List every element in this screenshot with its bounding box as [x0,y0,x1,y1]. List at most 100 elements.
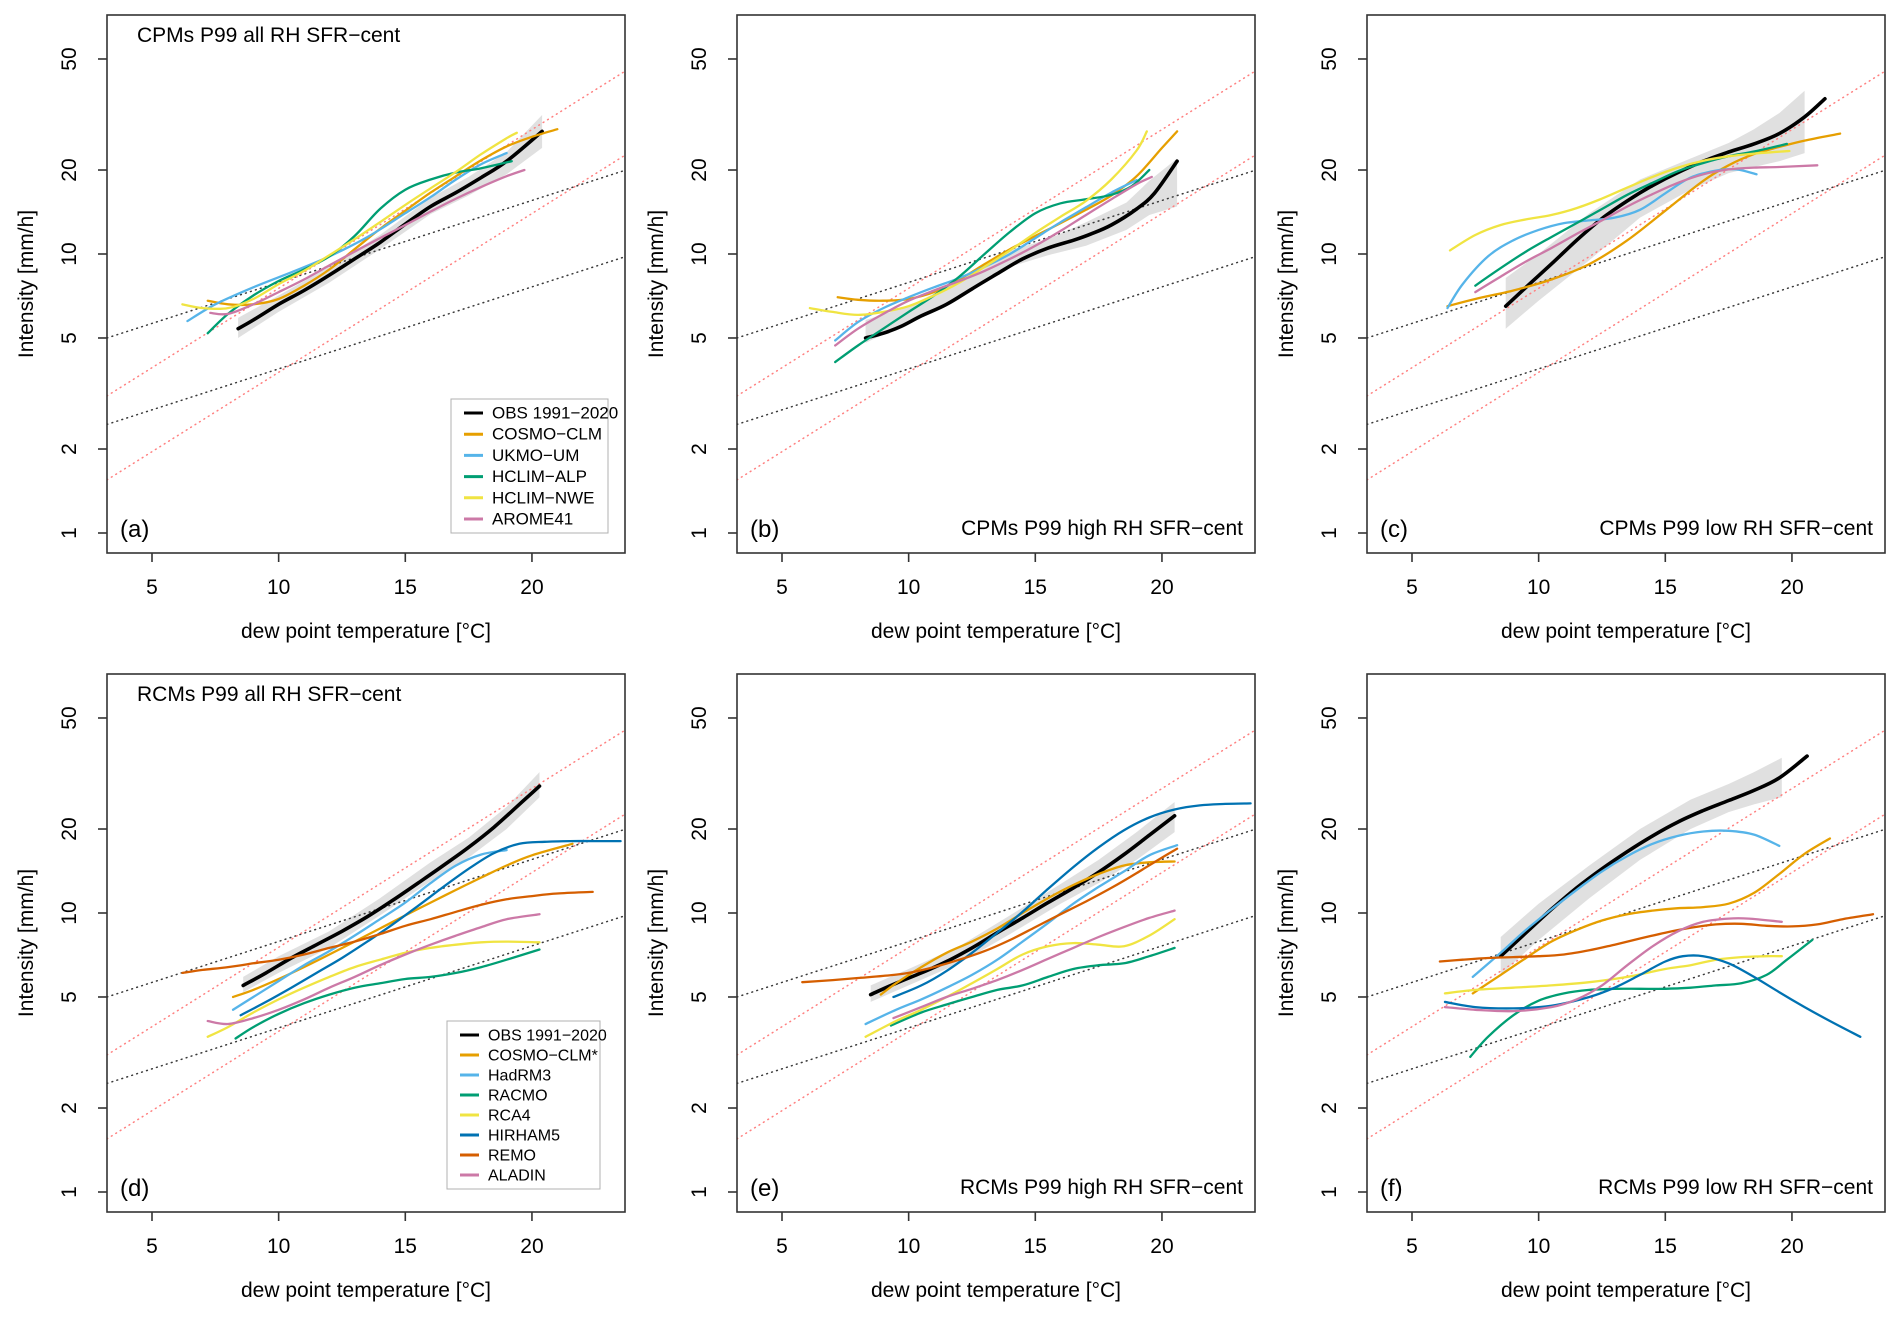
legend-label: ALADIN [488,1168,546,1185]
x-axis-label: dew point temperature [°C] [871,620,1121,643]
x-tick-label: 10 [897,1235,920,1258]
x-axis-label: dew point temperature [°C] [241,620,491,643]
y-tick-label: 5 [58,991,81,1003]
x-tick-label: 15 [1024,1235,1047,1258]
panel-letter: (b) [750,516,779,543]
chart-b: 5 10 15 20 1 2 5 10 20 50 dew point temperature [°… [645,14,1256,643]
y-tick-label: 10 [1318,242,1341,265]
panel-title: CPMs P99 low RH SFR−cent [1599,517,1873,540]
series-hirham5 [239,839,622,1017]
series-hclim-alp [834,168,1151,364]
y-tick-label: 2 [688,1102,711,1114]
series-arome41 [209,168,526,316]
cc-scaling-upper-line [107,828,625,998]
obs-confidence-band [865,158,1178,343]
chart-d: 5 10 15 20 1 2 5 10 20 50 dew point temperature [°… [15,673,626,1302]
x-tick-label: 5 [1406,1235,1418,1258]
y-tick-label: 2 [58,443,81,455]
y-axis-label: Intensity [mm/h] [1275,210,1298,358]
y-tick-label: 50 [58,706,81,729]
legend-box [450,398,609,534]
x-tick-label: 15 [1024,576,1047,599]
plot-area-b [737,70,1255,481]
panel-f: 5 10 15 20 1 2 5 10 20 50 dew point temperature [°… [1260,659,1890,1318]
legend-label: HCLIM−ALP [492,467,587,486]
y-tick-label: 5 [1318,332,1341,344]
legend-label: RCA4 [488,1108,531,1125]
y-tick-label: 1 [688,527,711,539]
x-tick-label: 20 [520,1235,543,1258]
y-tick-label: 50 [1318,706,1341,729]
chart-e: 5 10 15 20 1 2 5 10 20 50 dew point temperature [°… [645,673,1256,1302]
y-tick-label: 50 [1318,47,1341,70]
y-tick-label: 5 [1318,991,1341,1003]
panel-b: 5 10 15 20 1 2 5 10 20 50 dew point temperature [°… [630,0,1260,659]
series-rca4 [864,918,1176,1038]
y-tick-label: 20 [688,158,711,181]
panel-d: 5 10 15 20 1 2 5 10 20 50 dew point temperature [°… [0,659,630,1318]
series-cosmo-clm [1446,132,1842,308]
legend-d: OBS 1991−2020 COSMO−CLM* HadRM3 RACMO RCA4 HI… [446,1020,607,1190]
x-axis-label: dew point temperature [°C] [871,1279,1121,1302]
legend-label: COSMO−CLM* [488,1048,598,1065]
legend-label: AROME41 [492,510,573,529]
panel-title: CPMs P99 high RH SFR−cent [961,517,1243,540]
panel-letter: (d) [120,1175,149,1202]
y-axis-label: Intensity [mm/h] [645,210,668,358]
plot-frame [106,673,626,1213]
cc-scaling-upper-line [737,169,1255,339]
series-hclim-nwe [808,130,1148,317]
series-remo [801,847,1179,984]
y-tick-label: 2 [58,1102,81,1114]
2cc-scaling-upper-line [1367,729,1885,1056]
obs-confidence-band [1505,90,1805,329]
legend-label: HadRM3 [488,1068,551,1085]
panel-letter: (a) [120,516,149,543]
legend-label: RACMO [488,1088,548,1105]
series-hadrm3 [864,844,1179,1026]
x-tick-label: 10 [1527,576,1550,599]
plot-frame [106,14,626,554]
x-tick-label: 15 [1654,576,1677,599]
y-tick-label: 20 [688,817,711,840]
obs-confidence-band [238,115,543,338]
cc-scaling-lower-line [737,915,1255,1085]
series-remo [1438,913,1875,963]
panel-title: CPMs P99 all RH SFR−cent [137,24,400,47]
y-axis-label: Intensity [mm/h] [15,869,38,1017]
series-racmo [234,948,541,1040]
y-tick-label: 5 [688,991,711,1003]
y-tick-label: 2 [1318,1102,1341,1114]
series-hirham5 [892,802,1252,999]
series-ukmo-um [186,151,508,323]
2cc-scaling-lower-line [1367,154,1885,481]
y-tick-label: 1 [58,527,81,539]
series-obs-1991-2020 [1503,97,1827,308]
x-tick-label: 20 [1780,1235,1803,1258]
cc-scaling-upper-line [107,169,625,339]
x-tick-label: 10 [267,1235,290,1258]
plot-area-f [1367,729,1885,1140]
x-tick-label: 15 [394,1235,417,1258]
cc-scaling-lower-line [1367,256,1885,426]
plot-area-e [737,729,1255,1140]
y-tick-label: 10 [58,242,81,265]
cc-scaling-lower-line [107,256,625,426]
plot-frame [736,14,1256,554]
y-tick-label: 10 [688,242,711,265]
panel-letter: (c) [1380,516,1408,543]
y-tick-label: 1 [1318,1186,1341,1198]
legend-label: UKMO−UM [492,446,579,465]
y-tick-label: 10 [688,901,711,924]
series-obs-1991-2020 [236,129,544,331]
cc-scaling-upper-line [737,828,1255,998]
legend-box [446,1020,601,1190]
y-axis-label: Intensity [mm/h] [15,210,38,358]
y-tick-label: 2 [688,443,711,455]
cc-scaling-lower-line [107,915,625,1085]
series-hadrm3 [231,848,508,1011]
x-tick-label: 15 [1654,1235,1677,1258]
plot-frame [1366,14,1886,554]
